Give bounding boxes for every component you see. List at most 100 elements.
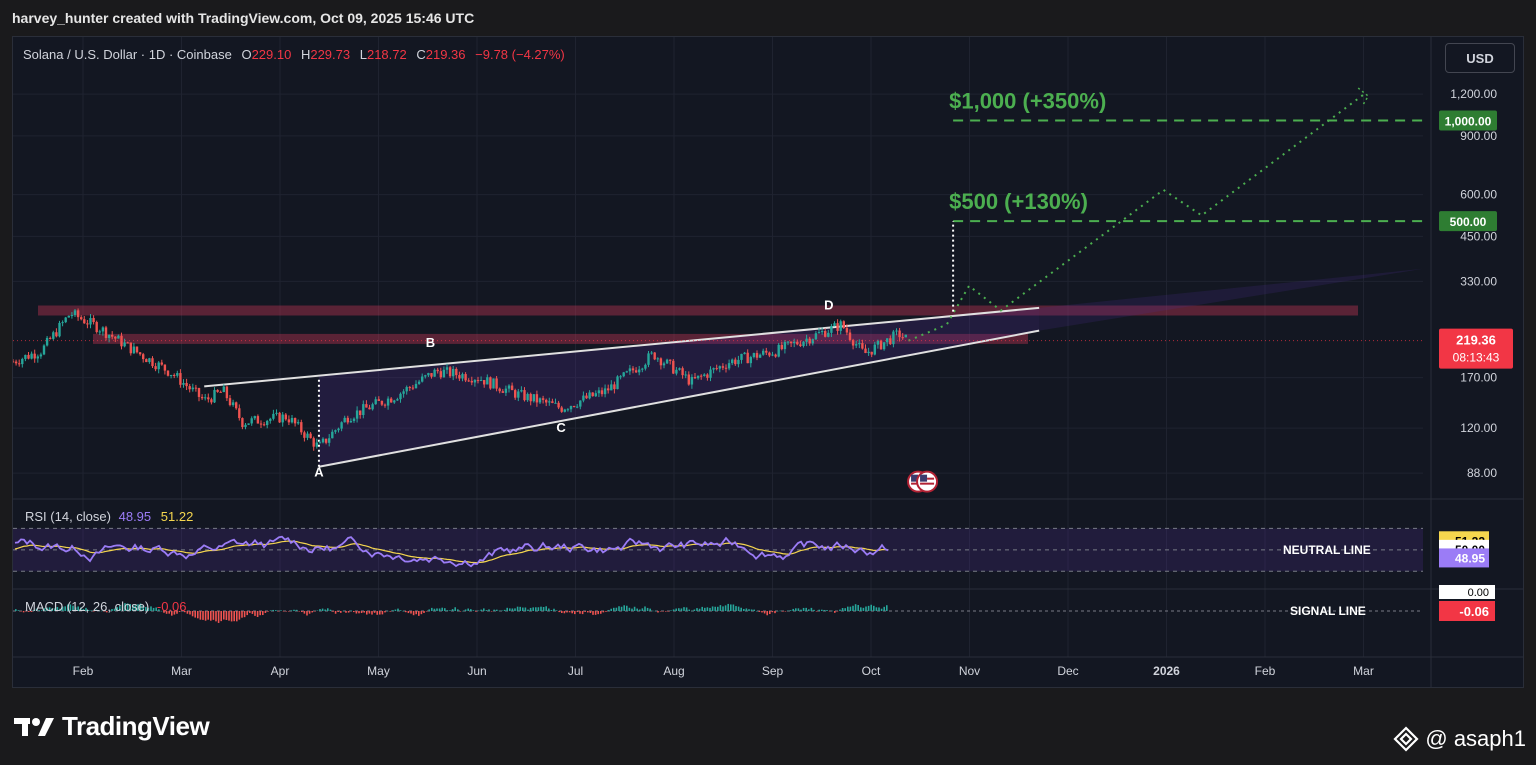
macd-histogram-bar xyxy=(579,611,581,614)
candle-body xyxy=(132,346,136,354)
tradingview-logo[interactable]: TradingView xyxy=(14,711,210,742)
macd-histogram-bar xyxy=(132,604,134,611)
candle-body xyxy=(737,359,740,365)
macd-histogram-bar xyxy=(808,609,810,611)
chart-frame[interactable]: A B C D $1,000 (+350%) 1,000.00 $500 (+130%) 5… xyxy=(12,36,1524,688)
candle-body xyxy=(774,354,777,357)
candle-body xyxy=(275,412,278,414)
candle-body xyxy=(833,323,836,327)
candle-body xyxy=(517,391,520,398)
macd-histogram-bar xyxy=(93,611,95,612)
currency-button[interactable]: USD xyxy=(1445,43,1515,73)
candle-body xyxy=(241,418,244,428)
candle-body xyxy=(492,378,495,389)
candle-body xyxy=(870,351,873,355)
wedge-lower-line xyxy=(318,329,1040,468)
macd-histogram-bar xyxy=(652,610,654,612)
macd-histogram-bar xyxy=(831,610,833,612)
candle-body xyxy=(538,398,542,403)
candle-body xyxy=(510,385,514,391)
macd-histogram-bar xyxy=(423,611,425,613)
macd-histogram-bar xyxy=(210,611,212,621)
macd-histogram-bar xyxy=(173,611,176,615)
price-tick-label: 330.00 xyxy=(1460,274,1497,288)
candle-body xyxy=(610,384,613,391)
macd-histogram-bar xyxy=(483,608,485,611)
candle-body xyxy=(340,422,343,429)
macd-histogram-bar xyxy=(438,608,441,611)
macd-histogram-bar xyxy=(740,607,742,611)
candle-body xyxy=(588,392,591,399)
candle-body xyxy=(151,358,154,367)
candle-body xyxy=(802,341,805,347)
candle-body xyxy=(104,327,108,338)
binance-diamond-icon xyxy=(1393,726,1419,752)
macd-histogram-bar xyxy=(470,609,472,611)
candle-body xyxy=(789,341,793,344)
candle-body xyxy=(182,382,185,385)
macd-histogram-bar xyxy=(873,605,875,611)
rsi-badge-text: 48.95 xyxy=(1455,551,1485,565)
macd-histogram-bar xyxy=(90,610,92,611)
macd-histogram-bar xyxy=(680,608,683,611)
low-value: 218.72 xyxy=(366,47,407,62)
candle-body xyxy=(352,418,356,422)
macd-histogram-bar xyxy=(795,608,797,611)
macd-histogram-bar xyxy=(355,611,358,614)
candle-body xyxy=(61,322,64,324)
macd-histogram-bar xyxy=(475,611,477,612)
candle-body xyxy=(876,340,880,345)
macd-histogram-bar xyxy=(657,611,659,613)
candle-body xyxy=(576,406,579,408)
candle-body xyxy=(135,346,139,353)
price-tick-label: 600.00 xyxy=(1460,188,1497,202)
macd-histogram-bar xyxy=(176,611,178,614)
rsi-pane: NEUTRAL LINE51.2250.0048.95 xyxy=(13,527,1489,572)
macd-histogram-bar xyxy=(340,611,342,613)
candle-body xyxy=(746,352,749,364)
candle-body xyxy=(842,321,845,329)
chart-canvas[interactable]: A B C D $1,000 (+350%) 1,000.00 $500 (+130%) 5… xyxy=(13,37,1524,688)
target-label: $1,000 (+350%) xyxy=(949,89,1106,114)
macd-histogram-bar xyxy=(815,611,818,612)
candle-body xyxy=(45,337,49,346)
macd-histogram-bar xyxy=(631,608,633,611)
resistance-zones xyxy=(38,305,1358,344)
candle-body xyxy=(290,418,294,423)
candle-body xyxy=(95,322,98,333)
candle-body xyxy=(895,330,898,332)
candle-body xyxy=(901,337,904,339)
candle-body xyxy=(445,367,449,370)
macd-histogram-bar xyxy=(519,606,521,611)
macd-histogram-bar xyxy=(314,611,316,612)
macd-histogram-bar xyxy=(113,608,116,611)
macd-histogram-bar xyxy=(215,611,217,622)
candle-body xyxy=(458,375,461,379)
candle-body xyxy=(293,418,297,424)
candle-body xyxy=(529,393,532,402)
projection-arrow xyxy=(1357,87,1370,107)
candle-body xyxy=(659,358,663,366)
macd-histogram-bar xyxy=(745,608,748,611)
flag-canton xyxy=(920,474,928,482)
macd-histogram-bar xyxy=(272,609,274,611)
macd-histogram-bar xyxy=(98,610,100,612)
macd-histogram-bar xyxy=(204,611,207,621)
macd-histogram-bar xyxy=(342,610,345,612)
time-tick-label: Nov xyxy=(959,664,980,678)
candle-body xyxy=(163,364,167,371)
macd-histogram-bar xyxy=(615,607,618,611)
candle-body xyxy=(247,423,250,425)
wedge-pattern: A B C D xyxy=(204,268,1423,480)
macd-legend: MACD (12, 26, close) -0.06 xyxy=(25,599,187,614)
candle-body xyxy=(359,410,362,416)
candle-body xyxy=(566,409,570,411)
candle-body xyxy=(696,375,700,379)
candle-body xyxy=(334,430,337,432)
macd-histogram-bar xyxy=(701,606,703,611)
macd-histogram-bar xyxy=(358,611,360,614)
macd-histogram-bar xyxy=(446,610,449,611)
macd-histogram-bar xyxy=(509,608,511,611)
candle-body xyxy=(64,317,67,323)
macd-histogram-bar xyxy=(124,603,126,611)
